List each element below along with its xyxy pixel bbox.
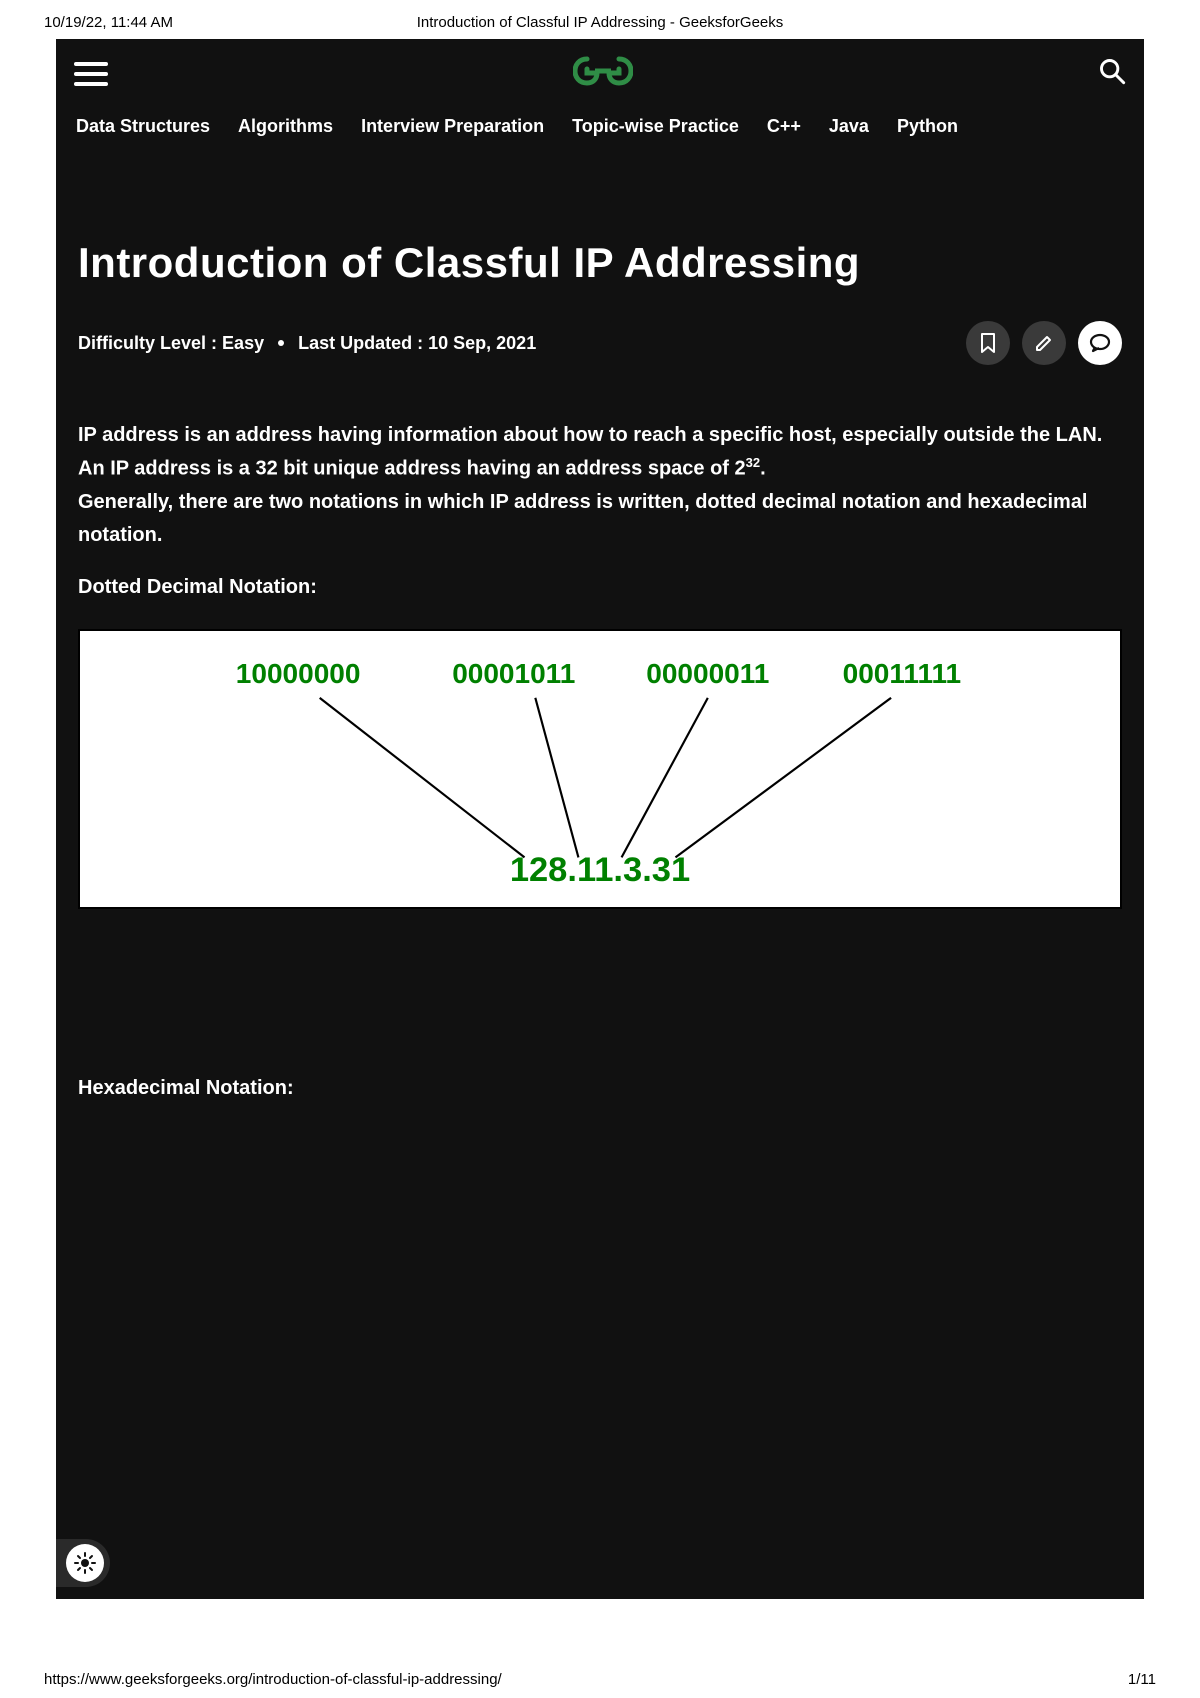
topbar xyxy=(56,39,1144,102)
pencil-icon xyxy=(1034,333,1054,353)
article-paragraph-1: IP address is an address having informat… xyxy=(78,419,1122,552)
page-indicator: 1/11 xyxy=(1128,1671,1156,1688)
page-body: Data Structures Algorithms Interview Pre… xyxy=(56,39,1144,1599)
article-actions xyxy=(966,321,1122,365)
nav-item-algorithms[interactable]: Algorithms xyxy=(238,116,333,137)
sun-icon xyxy=(66,1544,104,1582)
difficulty-label: Difficulty Level : Easy xyxy=(78,333,264,354)
svg-text:00000011: 00000011 xyxy=(646,657,769,688)
comment-icon xyxy=(1089,333,1111,353)
bookmark-icon xyxy=(978,332,998,354)
last-updated: Last Updated : 10 Sep, 2021 xyxy=(298,333,536,354)
hamburger-menu-icon[interactable] xyxy=(74,62,108,86)
print-doc-title: Introduction of Classful IP Addressing -… xyxy=(0,14,1200,31)
footer-url: https://www.geeksforgeeks.org/introducti… xyxy=(44,1671,502,1688)
nav-item-cpp[interactable]: C++ xyxy=(767,116,801,137)
print-footer: https://www.geeksforgeeks.org/introducti… xyxy=(44,1671,1156,1688)
nav-item-java[interactable]: Java xyxy=(829,116,869,137)
nav-item-data-structures[interactable]: Data Structures xyxy=(76,116,210,137)
print-header: 10/19/22, 11:44 AM Introduction of Class… xyxy=(0,0,1200,39)
article-meta: Difficulty Level : Easy Last Updated : 1… xyxy=(78,321,1122,365)
search-icon[interactable] xyxy=(1098,57,1126,90)
spacer xyxy=(78,909,1122,1059)
edit-button[interactable] xyxy=(1022,321,1066,365)
svg-text:10000000: 10000000 xyxy=(236,657,361,688)
nav-item-python[interactable]: Python xyxy=(897,116,958,137)
meta-left: Difficulty Level : Easy Last Updated : 1… xyxy=(78,333,536,354)
bookmark-button[interactable] xyxy=(966,321,1010,365)
category-nav: Data Structures Algorithms Interview Pre… xyxy=(56,102,1144,155)
section-heading-dotted: Dotted Decimal Notation: xyxy=(78,576,1122,599)
nav-item-topic-practice[interactable]: Topic-wise Practice xyxy=(572,116,739,137)
meta-separator-dot xyxy=(278,340,284,346)
svg-text:128.11.3.31: 128.11.3.31 xyxy=(510,851,690,889)
section-heading-hex: Hexadecimal Notation: xyxy=(78,1077,1122,1100)
theme-toggle-button[interactable] xyxy=(56,1539,110,1587)
nav-item-interview[interactable]: Interview Preparation xyxy=(361,116,544,137)
site-logo[interactable] xyxy=(573,55,633,92)
svg-text:00011111: 00011111 xyxy=(843,657,961,688)
article-content: Introduction of Classful IP Addressing D… xyxy=(56,155,1144,1100)
dotted-decimal-diagram: 10000000 00001011 00000011 00011111 128.11.3… xyxy=(78,629,1122,909)
svg-text:00001011: 00001011 xyxy=(452,657,575,688)
comment-button[interactable] xyxy=(1078,321,1122,365)
article-title: Introduction of Classful IP Addressing xyxy=(78,239,1122,287)
